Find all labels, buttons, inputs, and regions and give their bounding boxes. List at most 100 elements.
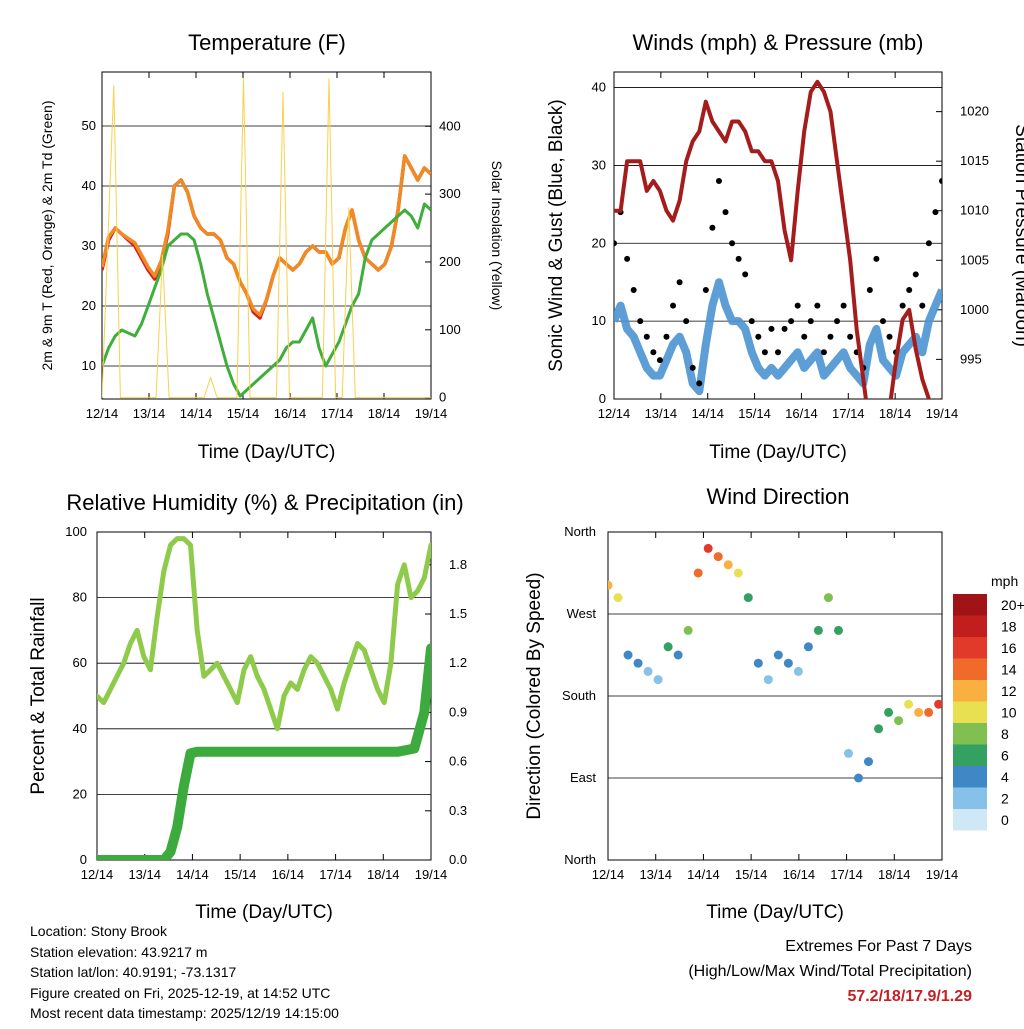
y2-tick-label: 300 (439, 186, 461, 201)
x-tick-label: 12/14 (81, 867, 114, 882)
legend-label: 10 (1001, 704, 1017, 720)
latest-timestamp: Most recent data timestamp: 2025/12/19 1… (30, 1005, 339, 1021)
y2-tick-label: 0.3 (449, 803, 467, 818)
gust-point (820, 349, 827, 356)
direction-point (653, 675, 663, 685)
legend-label: 6 (1001, 747, 1009, 763)
direction-point (823, 593, 833, 603)
gust-point (879, 318, 886, 325)
y-axis-label: 2m & 9m T (Red, Orange) & 2m Td (Green) (39, 101, 55, 371)
x-tick-label: 13/14 (133, 406, 166, 421)
x-tick-label: 14/14 (691, 406, 724, 421)
x-tick-label: 15/14 (227, 406, 260, 421)
gust-point (715, 178, 722, 184)
x-tick-label: 18/14 (368, 406, 401, 421)
y2-tick-label: 1015 (960, 153, 989, 168)
gust-point (807, 318, 814, 325)
direction-point (723, 560, 733, 570)
y2-axis-label: Station Pressure (Maroon) (1011, 124, 1024, 347)
legend-title: mph (991, 573, 1018, 589)
gust-point (696, 380, 703, 387)
gust-point (630, 287, 637, 293)
y2-tick-label: 1005 (960, 252, 989, 267)
gust-point (873, 255, 880, 262)
extremes-title: Extremes For Past 7 Days (785, 938, 972, 955)
winds-series (614, 79, 942, 399)
direction-point (843, 748, 853, 758)
gust-point (906, 287, 913, 293)
legend-label: 20+ (1001, 597, 1024, 613)
extremes-box: Extremes For Past 7 Days (High/Low/Max W… (688, 934, 972, 1009)
x-tick-label: 17/14 (832, 406, 865, 421)
x-tick-label: 12/14 (592, 867, 625, 882)
x-axis-label: Time (Day/UTC) (198, 442, 336, 463)
y-tick-label: 80 (73, 590, 87, 605)
x-tick-label: 17/14 (830, 867, 863, 882)
x-axis-label: Time (Day/UTC) (706, 902, 844, 923)
x-tick-label: 19/14 (415, 406, 448, 421)
x-tick-label: 14/14 (176, 867, 209, 882)
y-tick-label: 10 (82, 358, 96, 373)
gust-point (886, 333, 893, 340)
x-tick-label: 12/14 (86, 406, 119, 421)
x-tick-label: 16/14 (272, 867, 305, 882)
x-tick-label: 13/14 (639, 867, 672, 882)
direction-point (924, 707, 934, 717)
legend-swatch (953, 701, 987, 723)
y-tick-label: 40 (73, 721, 87, 736)
direction-point (854, 773, 863, 783)
chart-title: Relative Humidity (%) & Precipitation (i… (66, 490, 463, 515)
y-tick-label: 50 (82, 118, 96, 133)
direction-point (743, 593, 753, 603)
y-tick-label: 40 (592, 80, 606, 95)
station-location: Location: Stony Brook (30, 923, 167, 939)
humidity-chart: Relative Humidity (%) & Precipitation (i… (28, 490, 467, 923)
direction-point (763, 675, 773, 685)
x-tick-label: 18/14 (878, 867, 911, 882)
y-axis-label: Sonic Wind & Gust (Blue, Black) (546, 99, 567, 371)
winds-chart: Winds (mph) & Pressure (mb) Time (Day/UTC… (546, 30, 1024, 463)
x-tick-label: 17/14 (319, 867, 352, 882)
gust-point (643, 333, 650, 340)
legend-label: 2 (1001, 790, 1009, 806)
gust-point (919, 302, 926, 309)
y-tick-label: 30 (82, 238, 96, 253)
direction-point (803, 642, 813, 652)
legend-label: 0 (1001, 812, 1009, 828)
gust-point (899, 302, 906, 309)
y-tick-label: 60 (73, 655, 87, 670)
x-tick-label: 19/14 (415, 867, 448, 882)
gust-point (775, 349, 781, 356)
gust-point (827, 333, 834, 340)
x-tick-label: 15/14 (224, 867, 257, 882)
gust-point (663, 333, 670, 340)
plot-frame (101, 71, 432, 400)
direction-point (753, 658, 763, 668)
gust-point (768, 325, 775, 332)
direction-point (733, 568, 743, 578)
gust-point (840, 302, 847, 309)
humidity-series (97, 536, 431, 860)
direction-point (894, 716, 904, 726)
series-line-rh (97, 536, 431, 732)
gust-point (670, 302, 677, 309)
direction-point (673, 650, 683, 660)
x-tick-label: 19/14 (926, 406, 959, 421)
gust-point (834, 318, 841, 325)
y2-tick-label: 1.2 (449, 655, 467, 670)
gust-point (656, 357, 663, 364)
direction-chart: Wind Direction Time (Day/UTC) Direction (C… (524, 484, 1024, 923)
chart-title: Winds (mph) & Pressure (mb) (633, 30, 924, 55)
gust-point (689, 364, 696, 371)
y2-tick-label: 1.8 (449, 557, 467, 572)
y-tick-label: 20 (73, 786, 87, 801)
extremes-subtitle: (High/Low/Max Wind/Total Precipitation) (688, 963, 972, 980)
gust-point (788, 318, 795, 325)
legend-swatch (953, 658, 987, 680)
direction-point (793, 666, 803, 676)
direction-point (773, 650, 783, 660)
direction-point (693, 568, 703, 578)
gust-point (814, 302, 821, 309)
chart-title: Temperature (F) (188, 30, 346, 55)
